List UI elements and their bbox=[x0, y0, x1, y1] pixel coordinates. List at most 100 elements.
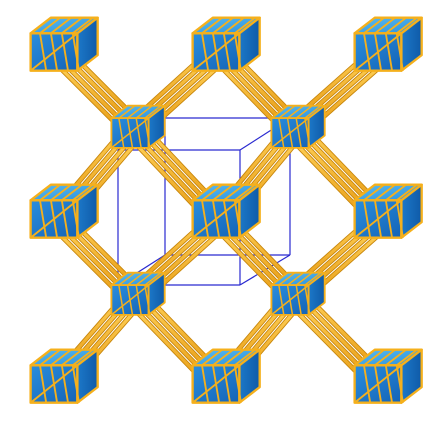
cluster-rung bbox=[118, 105, 136, 119]
cluster-rung bbox=[396, 183, 418, 202]
cluster-diagonal bbox=[30, 32, 78, 72]
cluster-diagonal bbox=[192, 364, 240, 404]
cluster-rung bbox=[278, 117, 285, 149]
metal-cluster bbox=[110, 104, 166, 149]
cluster-diagonal bbox=[354, 32, 402, 72]
cluster-rung bbox=[363, 348, 385, 367]
cluster-rung bbox=[304, 105, 322, 119]
metal-cluster bbox=[191, 183, 261, 239]
cluster-rung bbox=[363, 33, 372, 71]
cluster-rung bbox=[223, 183, 245, 202]
cluster-rung bbox=[39, 200, 48, 238]
cluster-rung bbox=[135, 272, 153, 286]
cluster-rung bbox=[222, 33, 231, 71]
cluster-rung bbox=[212, 16, 234, 35]
cluster-rung bbox=[127, 105, 145, 119]
cluster-rung bbox=[60, 365, 69, 403]
metal-cluster bbox=[29, 16, 99, 72]
cluster-rung bbox=[212, 348, 234, 367]
cluster-diagonal bbox=[270, 117, 310, 149]
cluster-rung bbox=[39, 365, 48, 403]
metal-cluster bbox=[191, 16, 261, 72]
cluster-rung bbox=[201, 183, 223, 202]
cluster-rung bbox=[374, 348, 396, 367]
metal-cluster bbox=[110, 271, 166, 316]
cluster-rung bbox=[295, 105, 313, 119]
cluster-rung bbox=[39, 33, 48, 71]
cluster-rung bbox=[61, 183, 83, 202]
cluster-rung bbox=[295, 117, 302, 149]
cluster-rung bbox=[384, 200, 393, 238]
cluster-rung bbox=[233, 33, 242, 71]
cluster-rung bbox=[201, 348, 223, 367]
cluster-rung bbox=[363, 200, 372, 238]
cluster-rung bbox=[50, 183, 72, 202]
cluster-rung bbox=[144, 117, 151, 149]
metal-cluster bbox=[270, 271, 326, 316]
cluster-rung bbox=[384, 365, 393, 403]
cluster-rung bbox=[50, 348, 72, 367]
metal-cluster bbox=[353, 183, 423, 239]
cluster-rung bbox=[39, 183, 61, 202]
cluster-rung bbox=[118, 117, 125, 149]
cluster-rung bbox=[127, 272, 145, 286]
cluster-rung bbox=[201, 200, 210, 238]
cluster-rung bbox=[135, 284, 142, 316]
cluster-rung bbox=[395, 365, 404, 403]
cluster-rung bbox=[71, 33, 80, 71]
cluster-rung bbox=[61, 16, 83, 35]
cluster-rung bbox=[395, 33, 404, 71]
cluster-rung bbox=[385, 16, 407, 35]
cluster-rung bbox=[72, 183, 94, 202]
cluster-rung bbox=[233, 200, 242, 238]
cluster-diagonal bbox=[192, 32, 240, 72]
cluster-rung bbox=[304, 117, 311, 149]
cluster-rung bbox=[222, 365, 231, 403]
cluster-rung bbox=[60, 200, 69, 238]
cluster-rung bbox=[396, 16, 418, 35]
cluster-rung bbox=[396, 348, 418, 367]
cluster-rung bbox=[39, 16, 61, 35]
cluster-rung bbox=[304, 284, 311, 316]
metal-cluster bbox=[29, 183, 99, 239]
cluster-diagonal bbox=[110, 284, 150, 316]
cluster-rung bbox=[374, 183, 396, 202]
cluster-rung bbox=[201, 33, 210, 71]
cluster-diagonal bbox=[30, 199, 78, 239]
metal-cluster bbox=[191, 348, 261, 404]
cluster-rung bbox=[304, 272, 322, 286]
cluster-rung bbox=[295, 272, 313, 286]
cluster-rung bbox=[234, 16, 256, 35]
cluster-rung bbox=[233, 365, 242, 403]
cluster-rung bbox=[50, 16, 72, 35]
cluster-rung bbox=[71, 200, 80, 238]
cluster-rung bbox=[385, 348, 407, 367]
cluster-diagonal bbox=[30, 364, 78, 404]
cluster-rung bbox=[201, 365, 210, 403]
cluster-rung bbox=[212, 183, 234, 202]
cluster-rung bbox=[144, 105, 162, 119]
cluster-rung bbox=[223, 348, 245, 367]
cluster-rung bbox=[395, 200, 404, 238]
cluster-diagonal bbox=[270, 284, 310, 316]
cluster-rung bbox=[223, 16, 245, 35]
cluster-rung bbox=[384, 33, 393, 71]
metal-cluster bbox=[29, 348, 99, 404]
cluster-diagonal bbox=[354, 364, 402, 404]
cluster-rung bbox=[60, 33, 69, 71]
cluster-diagonal bbox=[110, 117, 150, 149]
cluster-rung bbox=[135, 117, 142, 149]
cluster-rung bbox=[135, 105, 153, 119]
metal-cluster bbox=[353, 348, 423, 404]
cluster-rung bbox=[61, 348, 83, 367]
cluster-rung bbox=[72, 16, 94, 35]
cluster-rung bbox=[71, 365, 80, 403]
cluster-rung bbox=[222, 200, 231, 238]
cluster-rung bbox=[144, 272, 162, 286]
cluster-rung bbox=[363, 16, 385, 35]
cluster-diagonal bbox=[354, 199, 402, 239]
cluster-rung bbox=[118, 284, 125, 316]
cluster-rung bbox=[278, 284, 285, 316]
